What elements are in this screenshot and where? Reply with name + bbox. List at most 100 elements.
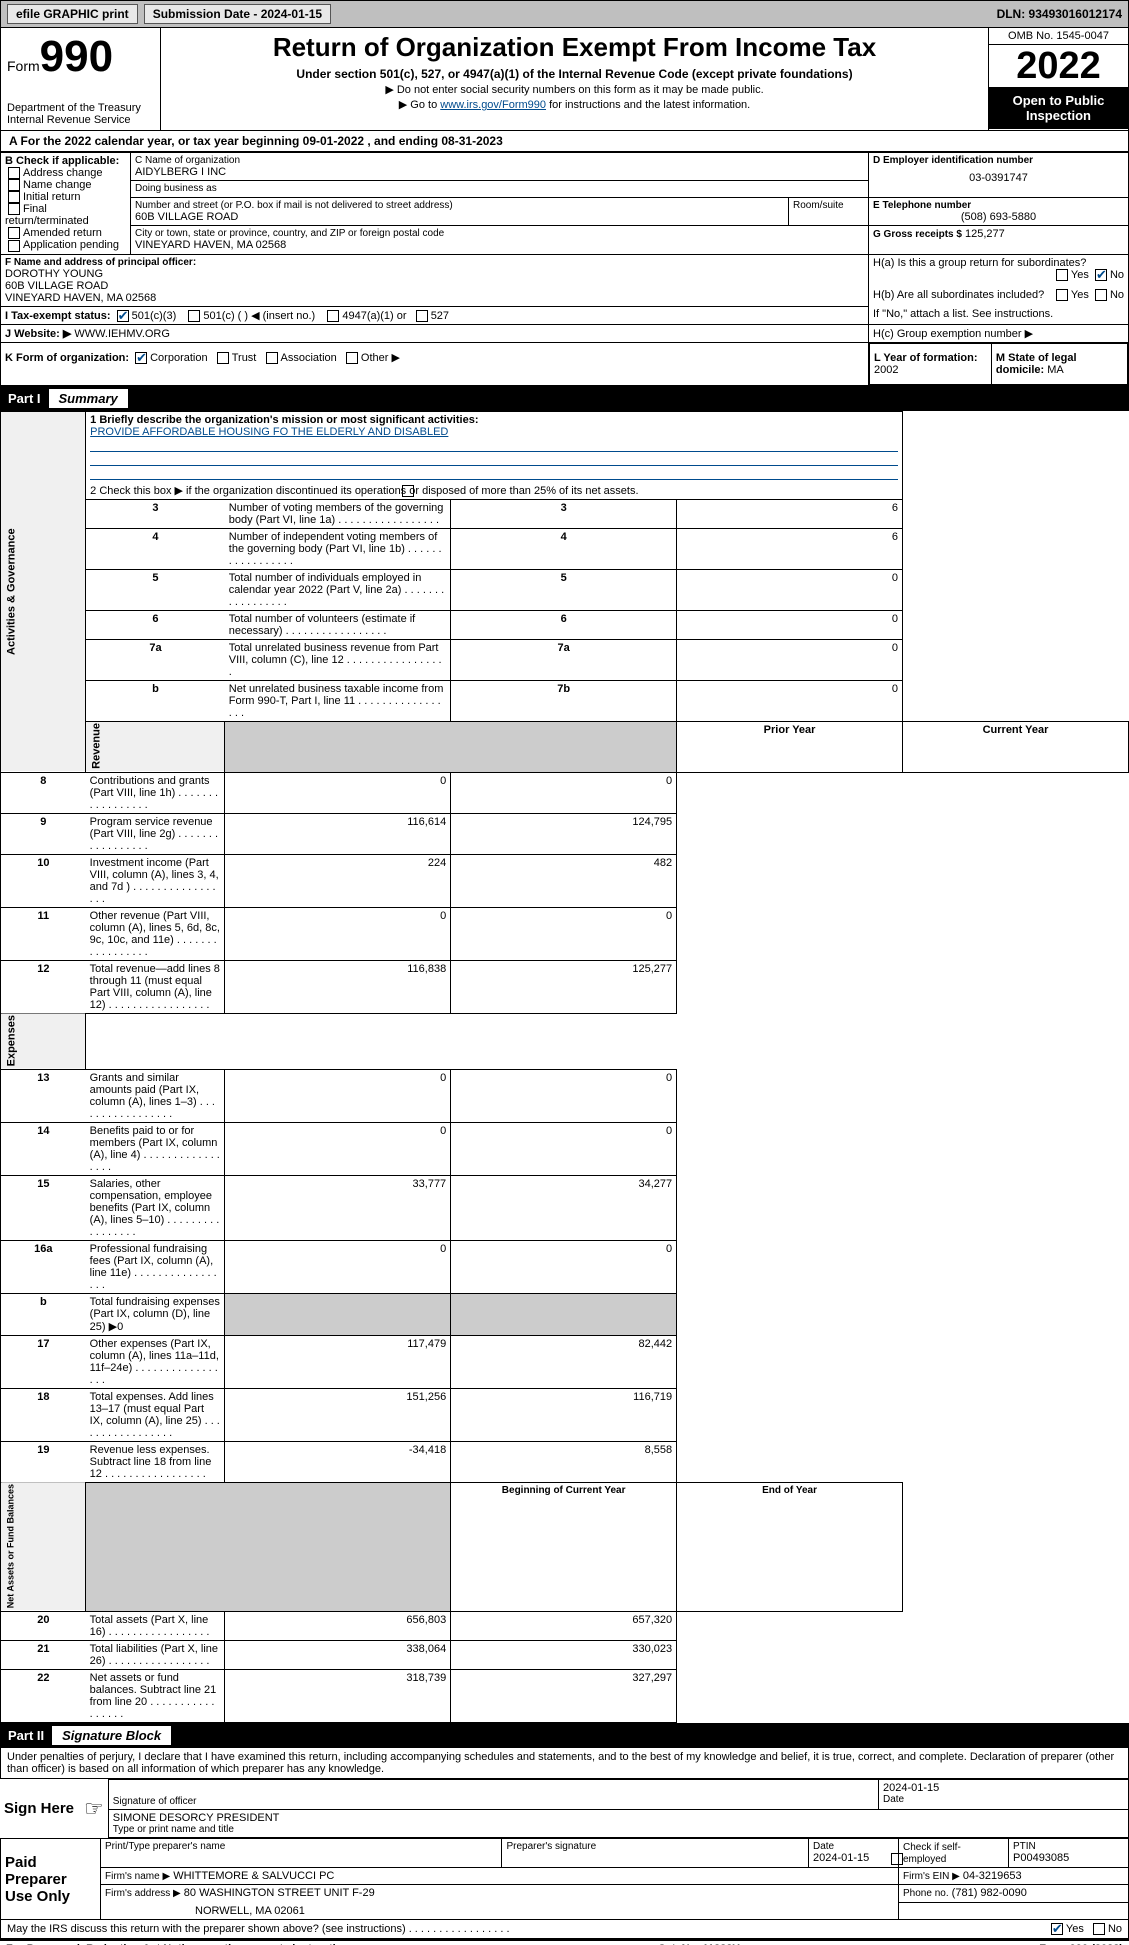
check-amended[interactable] (8, 227, 20, 239)
table-row: 10Investment income (Part VIII, column (… (1, 854, 1129, 907)
check-discontinued[interactable] (402, 485, 414, 497)
check-self-employed[interactable] (891, 1853, 903, 1865)
row-current: 34,277 (451, 1175, 677, 1240)
sig-date-value: 2024-01-15 (883, 1782, 1124, 1794)
form-header: Form990 Department of the Treasury Inter… (0, 28, 1129, 131)
header-block-table: B Check if applicable: Address change Na… (0, 152, 1129, 386)
sig-officer-label: Signature of officer (113, 1796, 874, 1807)
prep-sig-cell: Preparer's signature (502, 1839, 809, 1868)
box-l: L Year of formation: 2002 (870, 343, 992, 384)
hb-yes[interactable] (1056, 289, 1068, 301)
ein-value: 03-0391747 (873, 172, 1124, 184)
submission-date-button[interactable]: Submission Date - 2024-01-15 (144, 4, 331, 24)
efile-button[interactable]: efile GRAPHIC print (7, 4, 138, 24)
table-row: 22Net assets or fund balances. Subtract … (1, 1670, 1129, 1723)
check-trust[interactable] (217, 352, 229, 364)
row-num: 18 (1, 1388, 86, 1441)
row-val: 0 (677, 610, 903, 639)
table-row: 21Total liabilities (Part X, line 26)338… (1, 1641, 1129, 1670)
row-current: 82,442 (451, 1335, 677, 1388)
check-501c[interactable] (188, 310, 200, 322)
prep-sig-label: Preparer's signature (506, 1841, 804, 1852)
check-address[interactable] (8, 167, 20, 179)
row-val: 0 (677, 569, 903, 610)
check-name[interactable] (8, 179, 20, 191)
hb-no[interactable] (1095, 289, 1107, 301)
row-current: 0 (451, 1122, 677, 1175)
footer-mid: Cat. No. 11282Y (658, 1943, 740, 1945)
table-row: 18Total expenses. Add lines 13–17 (must … (1, 1388, 1129, 1441)
prep-date-label: Date (813, 1841, 894, 1852)
row-num: 5 (86, 569, 225, 610)
may-irs-yes[interactable] (1051, 1923, 1063, 1935)
side-revenue: Revenue (86, 721, 225, 772)
firm-name-value: WHITTEMORE & SALVUCCI PC (173, 1870, 334, 1882)
ha-yes[interactable] (1056, 269, 1068, 281)
check-527[interactable] (416, 310, 428, 322)
check-initial[interactable] (8, 191, 20, 203)
dept-label: Department of the Treasury (7, 102, 154, 114)
check-corp[interactable] (135, 352, 147, 364)
row-box: 4 (451, 528, 677, 569)
omb-number: OMB No. 1545-0047 (989, 28, 1128, 45)
may-irs-no[interactable] (1093, 1923, 1105, 1935)
i-c3: 501(c)(3) (132, 310, 177, 322)
row-prior: 33,777 (225, 1175, 451, 1240)
may-irs-row: May the IRS discuss this return with the… (0, 1920, 1129, 1939)
table-row: 11Other revenue (Part VIII, column (A), … (1, 907, 1129, 960)
row-current: 0 (451, 907, 677, 960)
box-g: G Gross receipts $ 125,277 (869, 226, 1129, 254)
row-text: Total liabilities (Part X, line 26) (86, 1641, 225, 1670)
table-row: 13Grants and similar amounts paid (Part … (1, 1069, 1129, 1122)
paid-preparer-label: Paid Preparer Use Only (1, 1839, 101, 1920)
row-current: 657,320 (451, 1612, 677, 1641)
side-expenses: Expenses (1, 1013, 86, 1069)
row-prior: 0 (225, 1122, 451, 1175)
gov-row: 7aTotal unrelated business revenue from … (1, 639, 1129, 680)
preparer-table: Paid Preparer Use Only Print/Type prepar… (0, 1838, 1129, 1920)
row-text: Professional fundraising fees (Part IX, … (86, 1240, 225, 1293)
row-num: 10 (1, 854, 86, 907)
firm-phone-label: Phone no. (903, 1888, 949, 1899)
blank-na (86, 1482, 451, 1611)
check-other[interactable] (346, 352, 358, 364)
row-prior: 0 (225, 772, 451, 813)
box-ha: H(a) Is this a group return for subordin… (869, 254, 1129, 287)
row-text: Grants and similar amounts paid (Part IX… (86, 1069, 225, 1122)
irs-link[interactable]: www.irs.gov/Form990 (440, 99, 546, 111)
addr-value: 60B VILLAGE ROAD (135, 211, 784, 223)
row-box: 6 (451, 610, 677, 639)
gov-row: 3Number of voting members of the governi… (1, 499, 1129, 528)
ha-no[interactable] (1095, 269, 1107, 281)
header-left: Form990 Department of the Treasury Inter… (1, 28, 161, 130)
check-assoc[interactable] (266, 352, 278, 364)
row-num: 8 (1, 772, 86, 813)
footer-left: For Paperwork Reduction Act Notice, see … (6, 1943, 358, 1945)
check-final[interactable] (8, 203, 20, 215)
sig-officer-cell: Signature of officer (108, 1780, 878, 1810)
note2-post: for instructions and the latest informat… (546, 99, 750, 111)
box-hb: H(b) Are all subordinates included? Yes … (869, 287, 1129, 306)
f-label: F Name and address of principal officer: (5, 257, 864, 268)
box-c-name: C Name of organization AIDYLBERG I INC (131, 153, 869, 181)
row-box: 5 (451, 569, 677, 610)
row-current: 0 (451, 1069, 677, 1122)
mission-text: PROVIDE AFFORDABLE HOUSING FO THE ELDERL… (90, 426, 448, 438)
row-current: 327,297 (451, 1670, 677, 1723)
box-c-addr: Number and street (or P.O. box if mail i… (131, 197, 789, 225)
sign-here-label: Sign Here (0, 1780, 80, 1838)
check-501c3[interactable] (117, 310, 129, 322)
open-public-badge: Open to Public Inspection (989, 87, 1128, 129)
check-4947[interactable] (327, 310, 339, 322)
e-label: E Telephone number (873, 200, 1124, 211)
row-num: 20 (1, 1612, 86, 1641)
sig-date-label: Date (883, 1794, 1124, 1805)
firm-addr2: NORWELL, MA 02061 (195, 1905, 894, 1917)
row-text: Salaries, other compensation, employee b… (86, 1175, 225, 1240)
prep-date-value: 2024-01-15 (813, 1852, 894, 1864)
check-pending[interactable] (8, 240, 20, 252)
row-num: 15 (1, 1175, 86, 1240)
b-label: B Check if applicable: (5, 155, 126, 167)
hb-label: H(b) Are all subordinates included? (873, 289, 1044, 301)
row-prior: -34,418 (225, 1441, 451, 1482)
